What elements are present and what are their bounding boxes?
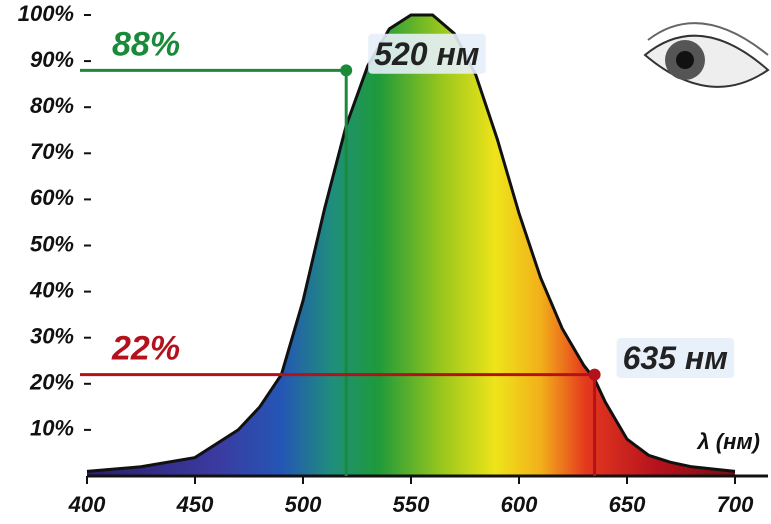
annotation-dot	[340, 64, 353, 77]
annotation-box	[616, 338, 735, 379]
x-tick-label: 550	[393, 492, 430, 517]
x-tick-label: 450	[176, 492, 214, 517]
annotation-x-label: 520 нм	[374, 36, 480, 72]
y-tick-label: 20%	[29, 370, 74, 395]
spectrum-area	[87, 15, 735, 476]
eye-illustration	[643, 22, 770, 88]
annotation-y-label: 88%	[112, 25, 180, 63]
annotation-x-label: 635 нм	[623, 340, 729, 376]
y-tick-label: 90%	[30, 47, 74, 72]
x-tick-label: 400	[68, 492, 106, 517]
y-tick-label: 60%	[30, 185, 74, 210]
y-tick-label: 100%	[18, 1, 74, 26]
y-tick-label: 40%	[29, 277, 74, 302]
y-tick-label: 80%	[30, 93, 74, 118]
x-tick-label: 650	[609, 492, 646, 517]
x-axis-label: λ (нм)	[696, 429, 760, 454]
annotation-y-label: 22%	[111, 330, 180, 368]
annotation-box	[368, 33, 486, 74]
x-tick-label: 600	[501, 492, 538, 517]
y-tick-label: 50%	[30, 231, 74, 256]
y-tick-label: 10%	[30, 416, 74, 441]
annotation-dot	[588, 368, 601, 381]
x-tick-label: 700	[717, 492, 754, 517]
y-tick-label: 30%	[30, 324, 74, 349]
y-tick-label: 70%	[30, 139, 74, 164]
x-tick-label: 500	[285, 492, 322, 517]
curve	[86, 13, 736, 473]
